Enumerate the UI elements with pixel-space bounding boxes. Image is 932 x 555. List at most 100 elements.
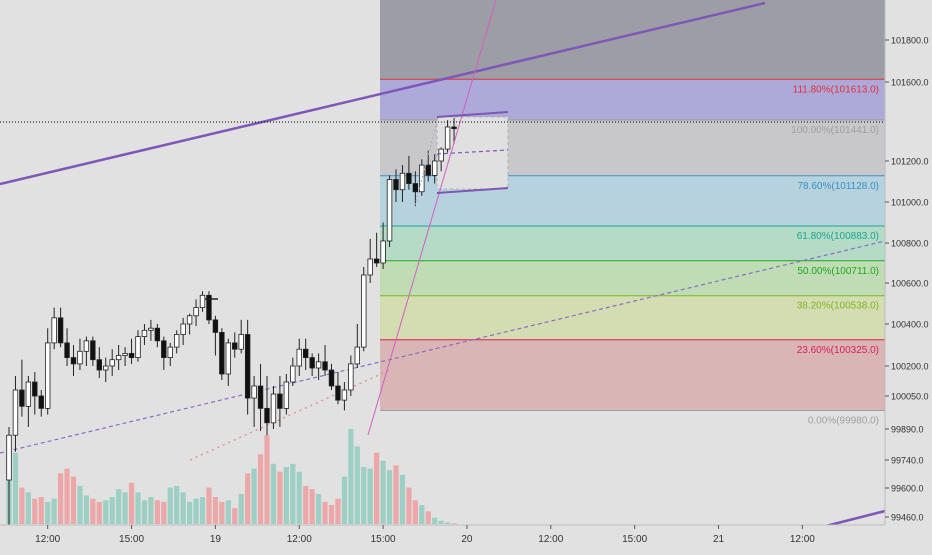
volume-bar (367, 468, 373, 524)
fib-zone-50.00% (380, 260, 885, 296)
x-tick-label: 20 (461, 534, 473, 545)
candle-up (122, 352, 128, 356)
candle-up (341, 389, 348, 401)
candle-down (322, 361, 328, 371)
volume-bar (283, 467, 289, 524)
volume-bar (206, 487, 212, 524)
candle-up (193, 307, 199, 317)
volume-bar (45, 501, 51, 524)
y-tick-label: 101800.0 (891, 36, 929, 46)
x-tick-label: 21 (713, 534, 725, 545)
volume-bar (12, 452, 19, 524)
candle-down (154, 327, 161, 342)
x-tick-label: 12:00 (35, 534, 60, 545)
volume-bar (154, 500, 160, 524)
candle-down (264, 407, 270, 424)
candle-up (348, 363, 354, 391)
volume-bar (90, 498, 96, 524)
y-tick-label: 101200.0 (891, 157, 929, 167)
volume-bars (6, 429, 457, 524)
fib-zone-61.80% (380, 225, 885, 261)
y-tick-label: 99460.0 (891, 513, 924, 523)
candle-down (277, 393, 283, 409)
x-tick-label: 15:00 (622, 534, 647, 545)
candle-up (399, 172, 406, 191)
volume-bar (270, 463, 277, 524)
candle-up (180, 323, 186, 335)
candle-up (444, 126, 451, 150)
dashed-trendline (0, 240, 886, 454)
candle-up (283, 381, 290, 409)
fib-label-50.00%: 50.00%(100711.0) (797, 266, 879, 277)
volume-bar (432, 517, 438, 524)
candle-up (438, 148, 444, 162)
volume-bar (219, 501, 225, 524)
volume-bar (245, 473, 251, 524)
volume-bar (257, 454, 264, 524)
volume-bar (38, 497, 44, 524)
volume-bar (58, 473, 64, 524)
candle-down (38, 395, 44, 409)
candle-up (225, 342, 231, 375)
volume-bar (438, 520, 444, 524)
candle-down (393, 179, 399, 191)
volume-bar (161, 501, 167, 524)
candle-up (45, 342, 51, 409)
volume-bar (264, 435, 270, 524)
candle-down (232, 342, 238, 350)
candle-up (115, 355, 122, 361)
volume-bar (309, 489, 315, 524)
volume-bar (251, 468, 257, 524)
candle-up (431, 160, 438, 176)
candle-up (361, 274, 367, 348)
fib-level-lines (380, 78, 885, 411)
flag-mid-line (436, 149, 509, 155)
volume-bar (399, 474, 406, 524)
candle-up (12, 389, 19, 436)
candle-up (135, 336, 141, 359)
y-tick-label: 100050.0 (891, 392, 929, 402)
dotted-trendline (189, 369, 391, 461)
volume-bar (135, 492, 141, 524)
volume-bar (419, 505, 425, 524)
fib-zone-111.80% (380, 79, 885, 120)
candle-up (141, 329, 148, 337)
candle-down (309, 357, 315, 369)
candle-up (199, 294, 206, 308)
y-tick-label: 100800.0 (891, 239, 929, 249)
fib-level-labels: 111.80%(101613.0) 100.00%(101441.0) 78.60%… (791, 84, 879, 426)
volume-bar (238, 493, 244, 524)
candle-down (70, 357, 77, 365)
candle-down (90, 340, 96, 361)
volume-bar (386, 470, 393, 524)
candle-down (32, 381, 38, 397)
volume-bar (380, 460, 386, 524)
volume-bar (128, 482, 135, 524)
candle-up (167, 346, 173, 359)
y-tick-label: 101000.0 (891, 198, 929, 208)
volume-bar (25, 492, 31, 524)
volume-bar (451, 523, 457, 524)
volume-bar (335, 498, 341, 524)
candle-down (244, 334, 251, 399)
x-tick-label: 15:00 (119, 534, 144, 545)
volume-bar (122, 492, 128, 524)
y-tick-label: 99600.0 (891, 484, 924, 494)
y-tick-label: 99740.0 (891, 456, 924, 466)
volume-bar (116, 489, 122, 524)
candle-down (412, 183, 419, 193)
fib-zone-38.20% (380, 295, 885, 340)
candle-up (148, 327, 154, 331)
candle-up (386, 179, 393, 242)
volume-bar (316, 493, 322, 524)
volume-bar (328, 505, 335, 524)
candle-up (238, 334, 244, 350)
volume-bar (425, 511, 431, 524)
volume-bar (141, 500, 148, 524)
fib-label-0.00%: 0.00%(99980.0) (808, 415, 879, 426)
volume-bar (296, 471, 302, 524)
volume-bar (167, 487, 173, 524)
volume-bar (199, 497, 206, 524)
